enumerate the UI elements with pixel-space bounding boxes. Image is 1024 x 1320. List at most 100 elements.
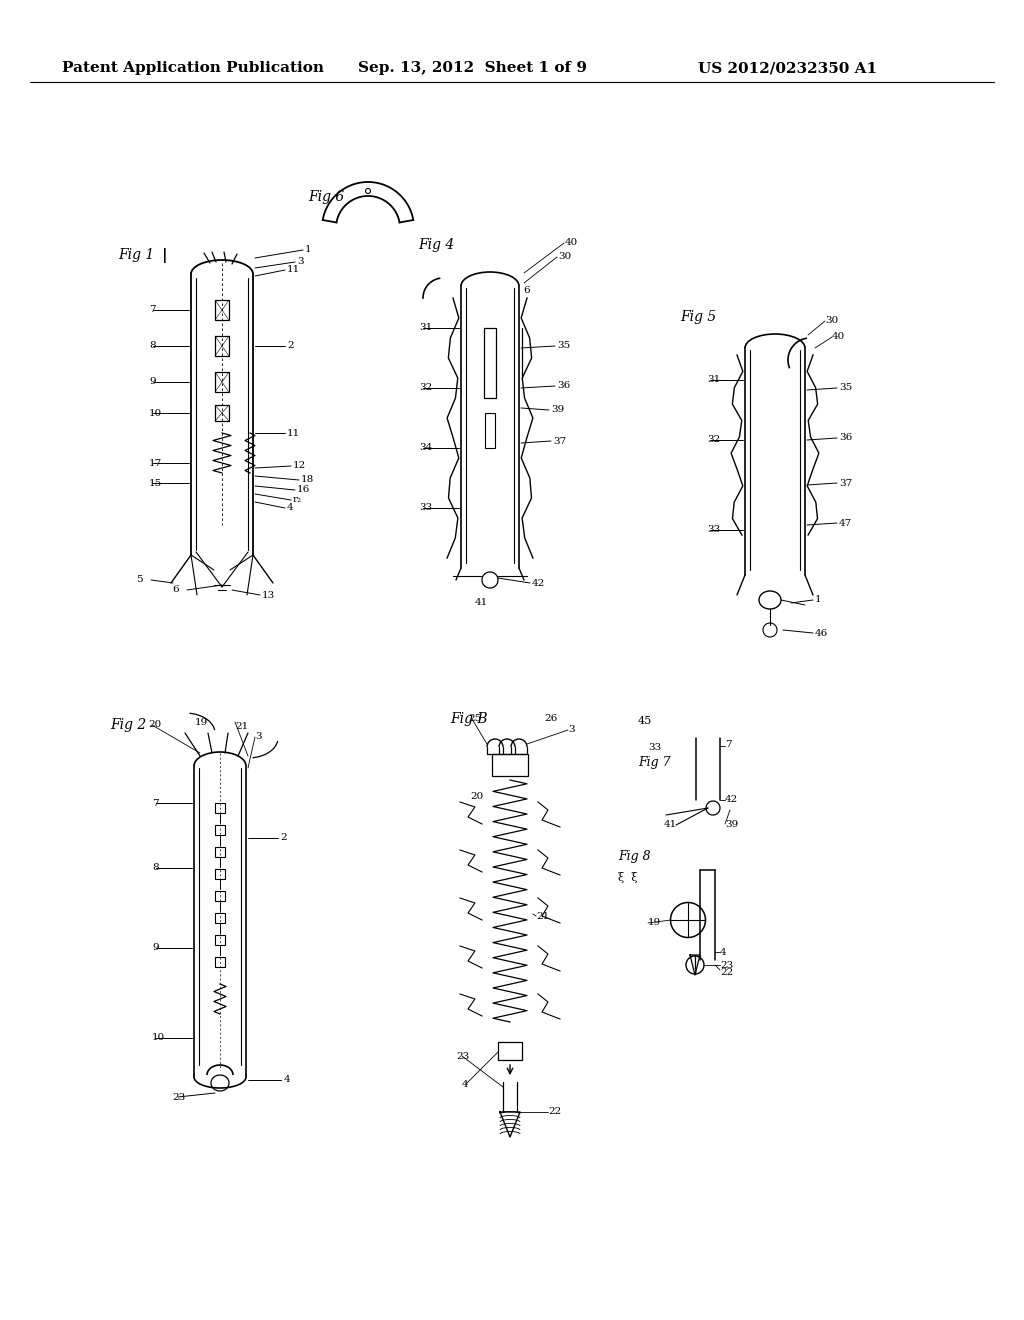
Text: 22: 22 (548, 1107, 561, 1115)
Bar (215, 372, 229, 392)
Text: 9: 9 (150, 378, 156, 387)
Bar (215, 825, 225, 836)
Text: 23: 23 (720, 961, 733, 969)
Text: 19: 19 (648, 917, 662, 927)
Bar (485, 413, 495, 447)
Bar (484, 327, 496, 399)
Text: 10: 10 (152, 1034, 165, 1043)
Text: ξ  ξ: ξ ξ (618, 873, 638, 883)
Bar (215, 913, 225, 923)
Text: Fig 4: Fig 4 (418, 238, 455, 252)
Text: 47: 47 (839, 519, 852, 528)
Text: 40: 40 (831, 333, 845, 341)
Text: 36: 36 (839, 433, 852, 442)
Text: 32: 32 (707, 436, 720, 445)
Text: 26: 26 (544, 714, 557, 723)
Text: 21: 21 (234, 722, 248, 731)
Text: 5: 5 (136, 576, 142, 585)
Text: 37: 37 (553, 437, 566, 446)
Text: Fig 6: Fig 6 (308, 190, 344, 205)
Text: 12: 12 (293, 462, 306, 470)
Text: Fig 2: Fig 2 (110, 718, 146, 733)
Text: US 2012/0232350 A1: US 2012/0232350 A1 (698, 61, 878, 75)
Text: 20: 20 (148, 719, 161, 729)
Text: 30: 30 (825, 315, 839, 325)
Text: 2: 2 (287, 342, 294, 351)
Text: 9: 9 (152, 944, 159, 953)
Text: Fig 8: Fig 8 (618, 850, 650, 863)
Text: 37: 37 (839, 479, 852, 487)
Text: 19: 19 (195, 718, 208, 727)
Text: 8: 8 (152, 863, 159, 873)
Bar (215, 337, 229, 356)
Text: 46: 46 (815, 628, 828, 638)
Text: 41: 41 (664, 820, 677, 829)
Text: 35: 35 (839, 384, 852, 392)
Text: 3: 3 (297, 257, 304, 267)
Text: Fig B: Fig B (450, 711, 487, 726)
Text: 3: 3 (255, 733, 261, 741)
Bar (215, 847, 225, 857)
Text: 7: 7 (152, 799, 159, 808)
Text: 42: 42 (532, 578, 545, 587)
Text: r₂: r₂ (293, 495, 302, 504)
Text: |: | (162, 248, 168, 263)
Bar (215, 935, 225, 945)
Text: 45: 45 (638, 715, 652, 726)
Bar (215, 300, 229, 319)
Text: 10: 10 (150, 408, 162, 417)
Text: 40: 40 (565, 238, 579, 247)
Text: 4: 4 (720, 948, 727, 957)
Text: 34: 34 (419, 444, 432, 453)
Text: 2: 2 (280, 833, 287, 842)
Bar (215, 891, 225, 902)
Text: Fig 1: Fig 1 (118, 248, 155, 261)
Text: 36: 36 (557, 381, 570, 391)
Bar (492, 754, 528, 776)
Bar (215, 869, 225, 879)
Text: 30: 30 (558, 252, 571, 261)
Bar (215, 803, 225, 813)
Text: 18: 18 (301, 475, 314, 484)
Text: 8: 8 (150, 342, 156, 351)
Text: 7: 7 (725, 741, 731, 748)
Text: Patent Application Publication: Patent Application Publication (62, 61, 324, 75)
Text: 16: 16 (297, 486, 310, 495)
Text: 17: 17 (150, 458, 162, 467)
Text: 41: 41 (475, 598, 488, 607)
Text: 42: 42 (725, 795, 738, 804)
Text: 1: 1 (815, 595, 821, 605)
Text: 25: 25 (468, 714, 481, 723)
Text: 39: 39 (725, 820, 738, 829)
Text: 4: 4 (287, 503, 294, 512)
Text: 39: 39 (551, 405, 564, 414)
Bar (498, 1041, 522, 1060)
Text: 21: 21 (536, 912, 549, 921)
Text: 15: 15 (150, 479, 162, 487)
Text: Sep. 13, 2012  Sheet 1 of 9: Sep. 13, 2012 Sheet 1 of 9 (358, 61, 587, 75)
Text: 33: 33 (707, 525, 720, 535)
Text: 13: 13 (262, 590, 275, 599)
Text: 35: 35 (557, 342, 570, 351)
Text: 11: 11 (287, 265, 300, 275)
Text: 33: 33 (648, 743, 662, 752)
Text: 20: 20 (470, 792, 483, 801)
Text: 33: 33 (419, 503, 432, 512)
Text: 23: 23 (456, 1052, 469, 1061)
Bar (215, 957, 225, 968)
Bar (215, 405, 229, 421)
Text: 22: 22 (720, 968, 733, 977)
Text: 23: 23 (172, 1093, 185, 1101)
Text: 4: 4 (462, 1080, 469, 1089)
Text: 4: 4 (284, 1076, 291, 1085)
Text: 7: 7 (150, 305, 156, 314)
Text: 11: 11 (287, 429, 300, 437)
Text: Fig 5: Fig 5 (680, 310, 716, 323)
Text: 3: 3 (568, 725, 574, 734)
Text: 6: 6 (172, 586, 178, 594)
Text: 6: 6 (523, 286, 529, 294)
Text: 31: 31 (707, 375, 720, 384)
Text: Fig 7: Fig 7 (638, 756, 671, 770)
Text: 1: 1 (305, 246, 311, 255)
Text: 31: 31 (419, 323, 432, 333)
